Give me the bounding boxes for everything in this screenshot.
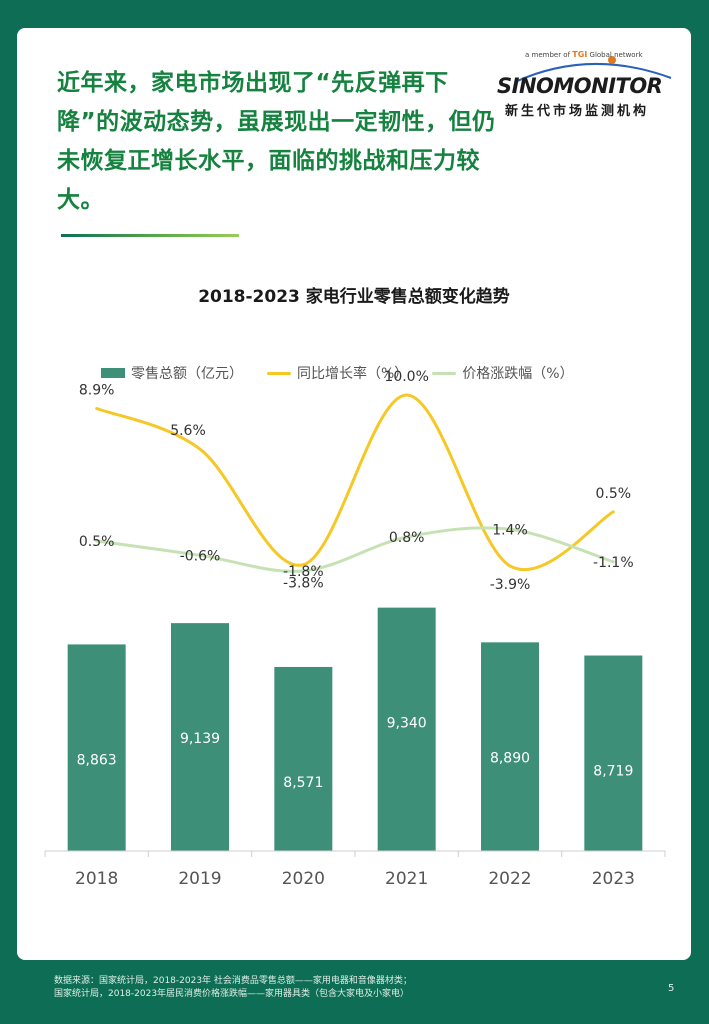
bar-label-2021: 9,340 xyxy=(387,716,427,732)
yoy-label-2018: 8.9% xyxy=(79,383,115,399)
legend-label-retail: 零售总额（亿元） xyxy=(131,366,243,382)
yoy-label-2019: 5.6% xyxy=(170,423,206,439)
bar-label-2023: 8,719 xyxy=(593,764,633,780)
page-number: 5 xyxy=(668,983,675,994)
chart-title: 2018-2023 家电行业零售总额变化趋势 xyxy=(198,287,510,307)
bar-2019 xyxy=(171,623,229,851)
content-card: 近年来，家电市场出现了“先反弹再下降”的波动态势，虽展现出一定韧性，但仍未恢复正… xyxy=(17,28,691,960)
source-line-1: 数据来源：国家统计局，2018-2023年 社会消费品零售总额——家用电器和音像… xyxy=(54,976,412,986)
bar-2018 xyxy=(67,644,126,851)
logo-name: SINOMONITOR xyxy=(497,74,663,98)
logo-tagline: a member of TGI Global network xyxy=(525,50,643,59)
yoy-label-2020: -3.8% xyxy=(283,576,324,592)
sinomonitor-logo: a member of TGI Global network SINOMONIT… xyxy=(495,46,675,128)
legend-swatch-bar xyxy=(101,368,125,378)
bar-label-2018: 8,863 xyxy=(77,752,117,768)
bar-label-2022: 8,890 xyxy=(490,750,530,766)
price-label-2023: -1.1% xyxy=(593,555,634,571)
logo-subtitle: 新生代市场监测机构 xyxy=(505,104,650,119)
bar-2021 xyxy=(377,607,436,851)
x-tick-label-2021: 2021 xyxy=(385,869,428,889)
legend-item-price: 价格涨跌幅（%） xyxy=(432,363,574,383)
bar-2022 xyxy=(481,642,539,851)
headline-underline xyxy=(61,234,239,237)
yoy-label-2023: 0.5% xyxy=(596,486,632,502)
logo-tagline-prefix: a member of xyxy=(525,51,571,59)
bar-2023 xyxy=(584,655,643,851)
source-footnote: 数据来源：国家统计局，2018-2023年 社会消费品零售总额——家用电器和音像… xyxy=(54,975,412,1001)
legend-item-yoy: 同比增长率（%） xyxy=(267,363,408,383)
legend-item-retail: 零售总额（亿元） xyxy=(101,363,243,383)
x-tick-label-2020: 2020 xyxy=(282,869,325,889)
yoy-growth-line xyxy=(95,393,615,571)
logo-tagline-brand: TGI xyxy=(572,50,588,59)
logo-arc-icon xyxy=(514,56,672,83)
legend-swatch-price xyxy=(432,371,457,375)
logo-tagline-suffix: Global network xyxy=(589,51,643,59)
price-label-2018: 0.5% xyxy=(79,534,115,550)
price-label-2022: 1.4% xyxy=(492,522,528,538)
chart-legend: 零售总额（亿元） 同比增长率（%） 价格涨跌幅（%） xyxy=(101,363,598,383)
legend-swatch-yoy xyxy=(267,371,291,375)
price-label-2019: -0.6% xyxy=(180,548,221,564)
x-tick-label-2022: 2022 xyxy=(488,869,531,889)
price-change-line xyxy=(95,526,615,573)
legend-label-yoy: 同比增长率（%） xyxy=(297,366,409,382)
price-label-2020: -1.8% xyxy=(283,564,324,580)
bar-label-2019: 9,139 xyxy=(180,731,220,747)
yoy-label-2021: 10.0% xyxy=(384,369,428,385)
x-tick-label-2018: 2018 xyxy=(75,869,118,889)
bar-2020 xyxy=(274,666,333,851)
headline: 近年来，家电市场出现了“先反弹再下降”的波动态势，虽展现出一定韧性，但仍未恢复正… xyxy=(57,70,496,213)
bar-label-2020: 8,571 xyxy=(283,775,323,791)
source-line-2: 国家统计局，2018-2023年居民消费价格涨跌幅——家用器具类（包含大家电及小… xyxy=(54,989,410,999)
yoy-label-2022: -3.9% xyxy=(490,577,531,593)
chart-plot: 8,863 9,139 8,571 9,340 8,890 8,719 2018 2019 20… xyxy=(44,369,666,889)
legend-label-price: 价格涨跌幅（%） xyxy=(462,366,574,382)
x-tick-label-2023: 2023 xyxy=(592,869,635,889)
price-label-2021: 0.8% xyxy=(389,530,425,546)
x-tick-label-2019: 2019 xyxy=(178,869,221,889)
